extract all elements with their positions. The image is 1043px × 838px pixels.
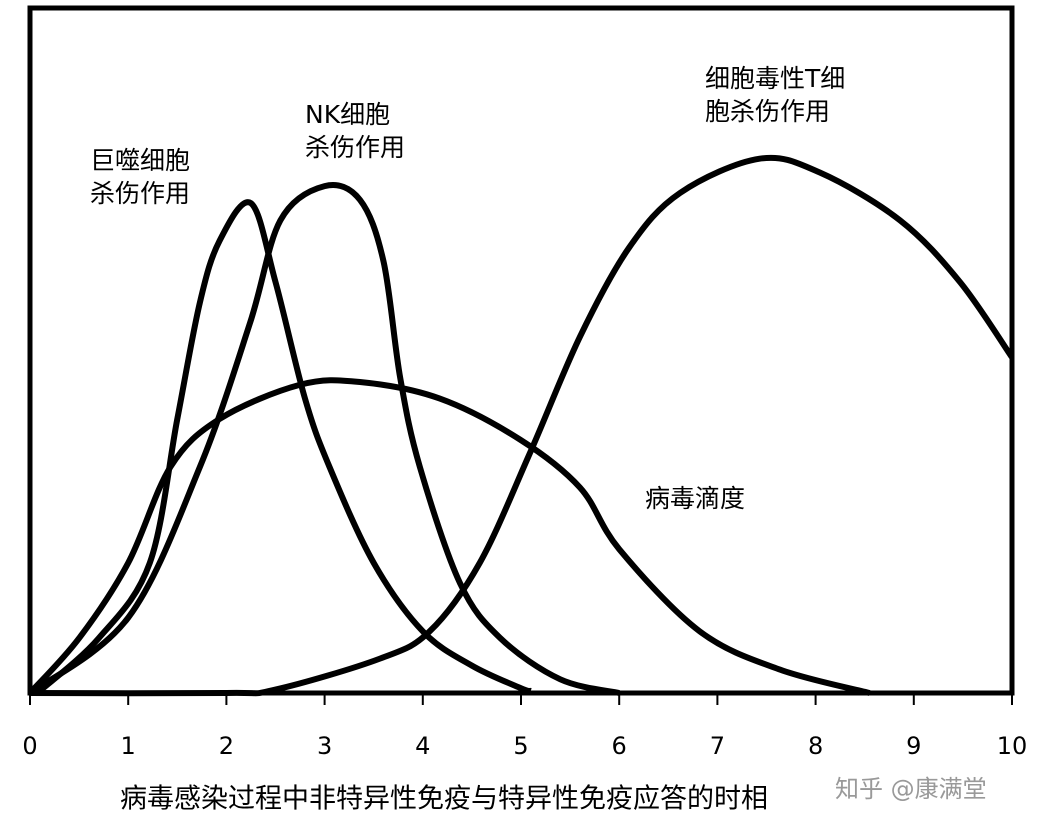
line-series <box>29 154 1015 697</box>
x-tick-label: 2 <box>219 732 234 760</box>
line-series <box>28 182 620 696</box>
series-label: NK细胞 <box>305 100 390 129</box>
series-label: 巨噬细胞 <box>90 146 190 175</box>
x-axis-label: 病毒感染过程中非特异性免疫与特异性免疫应答的时相 <box>120 784 768 815</box>
series-label: 杀伤作用 <box>90 179 190 208</box>
plot-frame <box>27 5 1015 696</box>
series-label: 杀伤作用 <box>305 133 405 162</box>
x-tick-label: 10 <box>997 732 1028 760</box>
x-tick-label: 5 <box>513 732 528 760</box>
line-series <box>37 199 532 694</box>
series-label: 病毒滴度 <box>645 484 745 513</box>
x-tick-label: 6 <box>612 732 627 760</box>
x-tick-label: 8 <box>808 732 823 760</box>
x-tick-label: 1 <box>121 732 136 760</box>
x-tick-label: 3 <box>317 732 332 760</box>
x-tick-label: 7 <box>710 732 725 760</box>
line-series <box>27 377 871 696</box>
watermark: 知乎 @康满堂 <box>835 775 987 803</box>
series-label: 细胞毒性T细 <box>705 64 845 93</box>
series-label: 胞杀伤作用 <box>705 97 830 126</box>
x-tick-label: 4 <box>415 732 430 760</box>
x-tick-label: 0 <box>22 732 37 760</box>
x-tick-label: 9 <box>906 732 921 760</box>
